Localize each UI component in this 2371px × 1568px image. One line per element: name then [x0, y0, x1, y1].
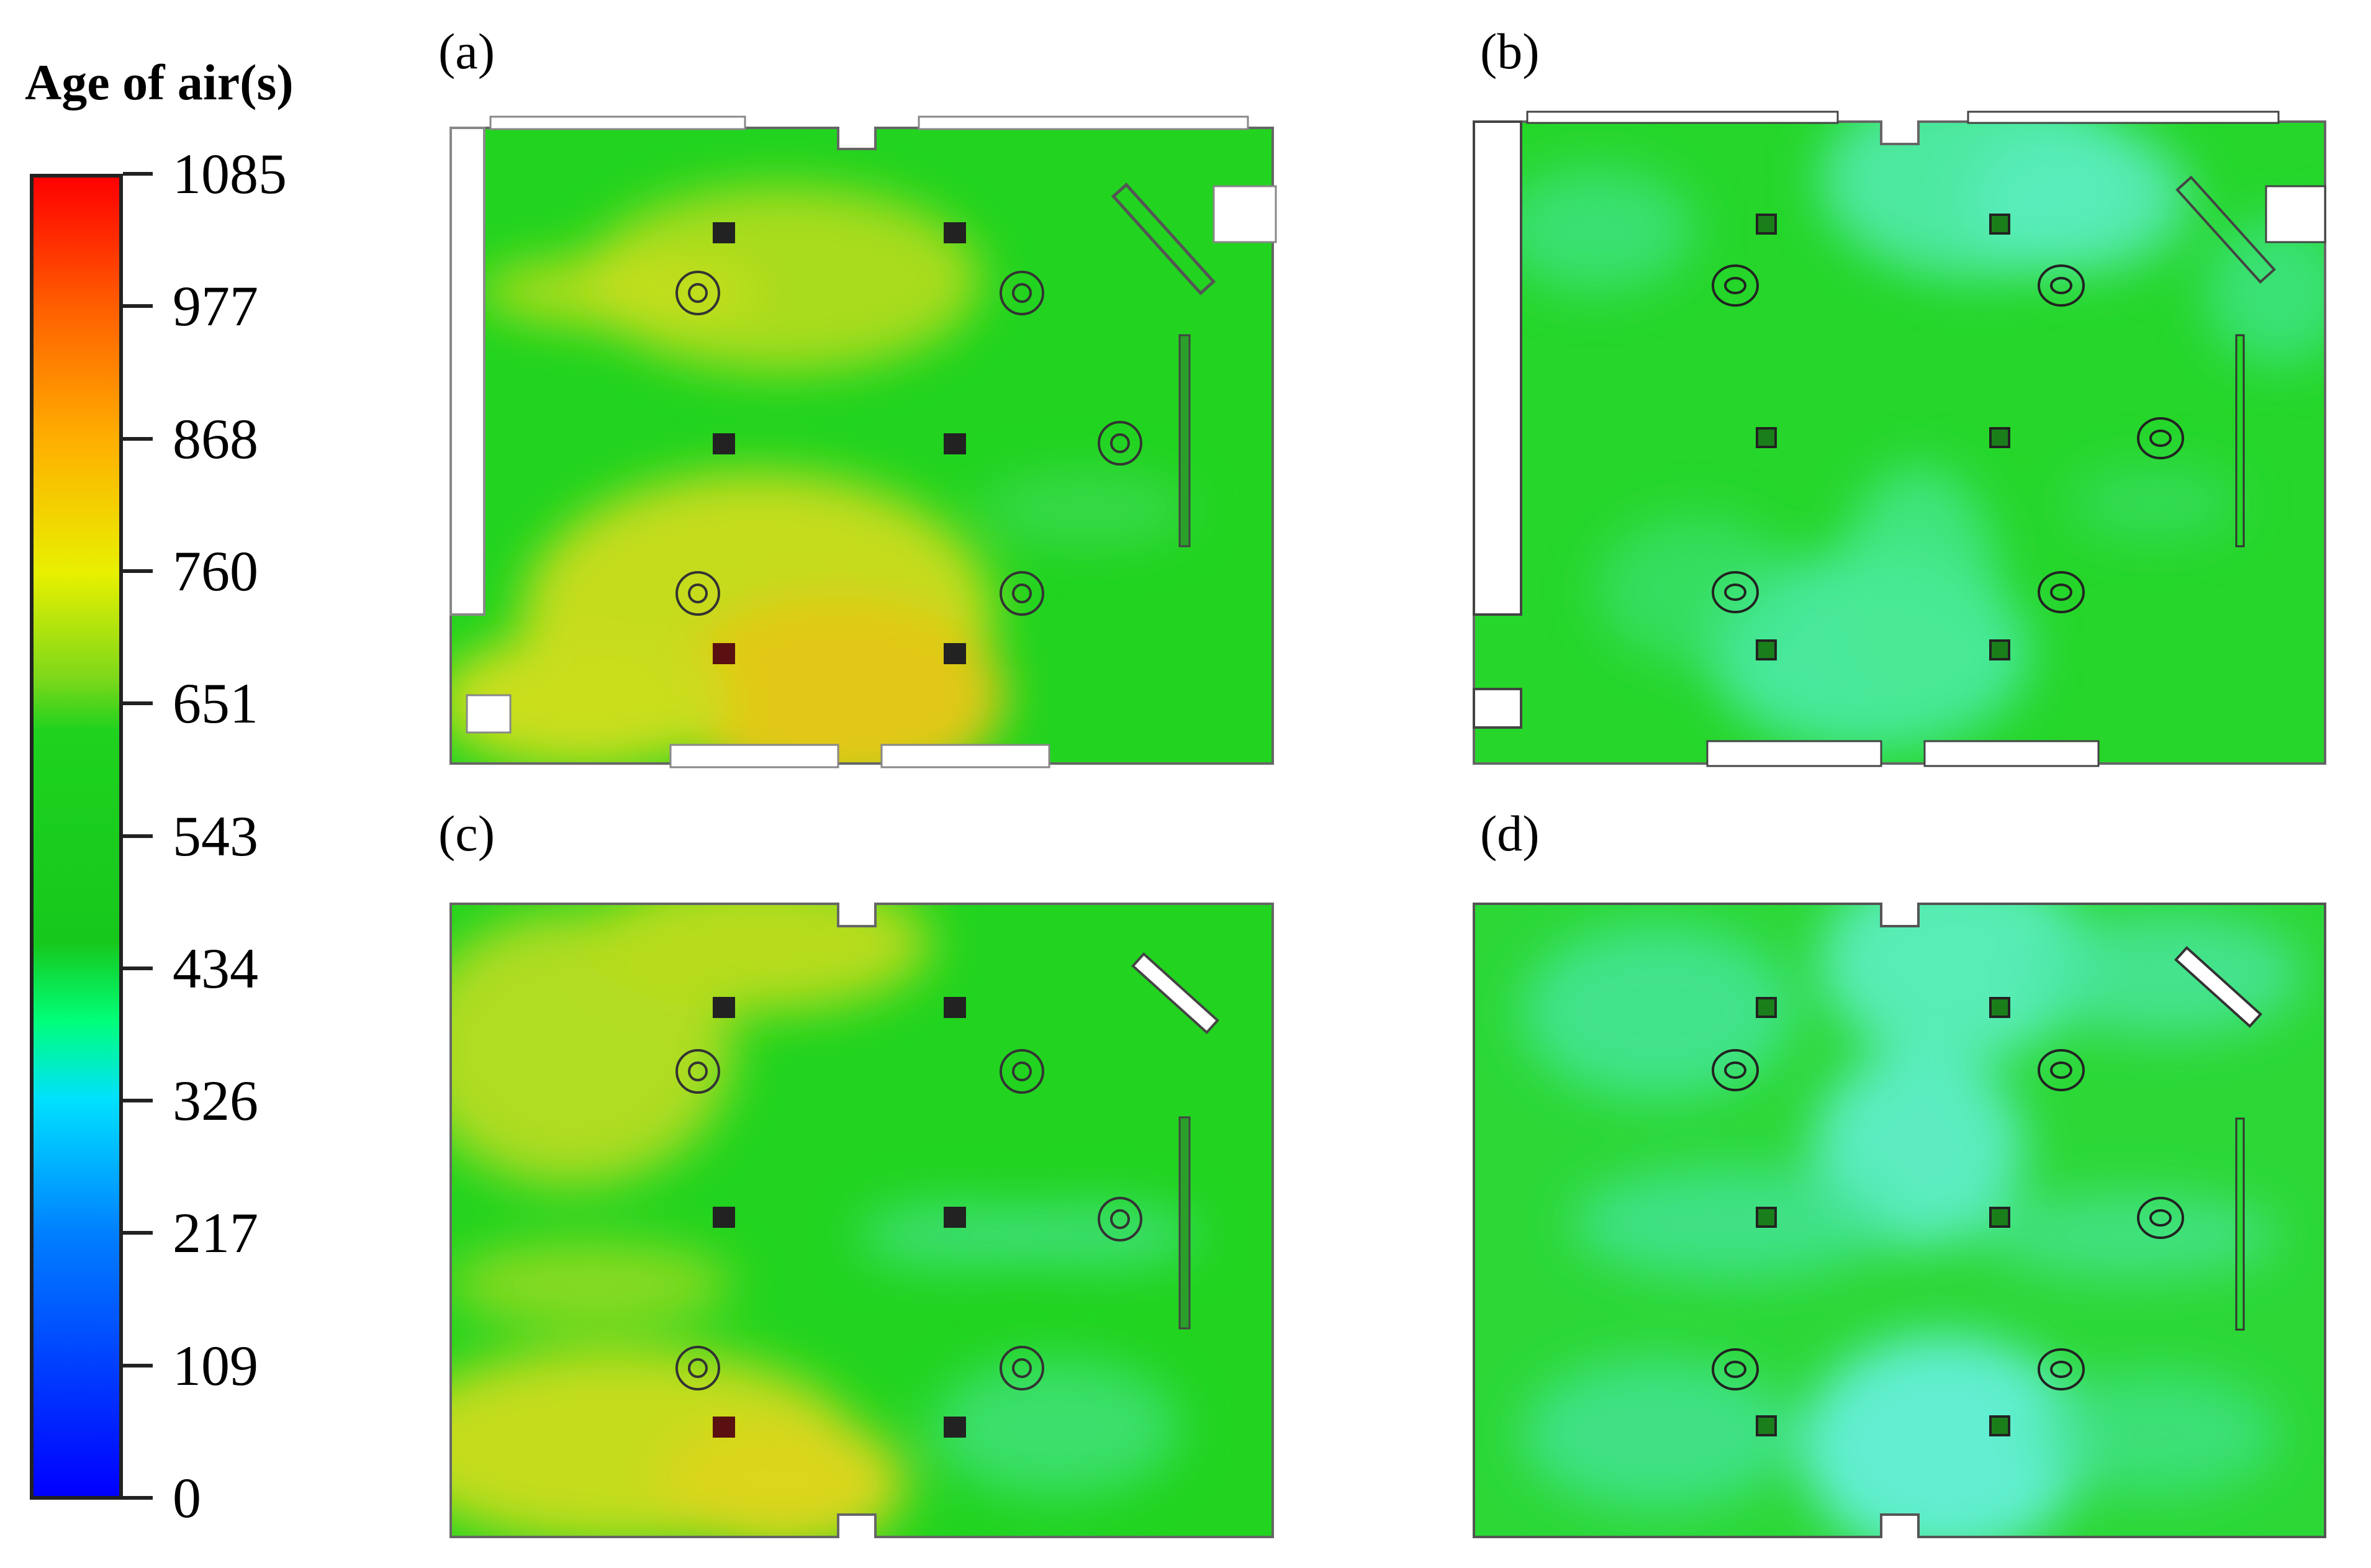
panel-b	[1473, 110, 2326, 767]
colorbar	[30, 174, 123, 1500]
inlet-markers-d	[1756, 997, 2010, 1436]
outlet-markers-a	[675, 271, 1142, 616]
colorbar-tick	[123, 1099, 153, 1103]
panel-label-a: (a)	[438, 23, 495, 79]
colorbar-tick-label: 1085	[173, 142, 287, 205]
outlet-markers-d	[1712, 1049, 2184, 1390]
panel-a	[449, 115, 1277, 768]
panel-label-d: (d)	[1480, 805, 1540, 862]
colorbar-tick-label: 543	[173, 804, 258, 868]
colorbar-tick	[123, 701, 153, 706]
inlet-markers-a	[713, 222, 966, 664]
cool-region-d	[1521, 904, 2303, 1537]
colorbar-tick-label: 868	[173, 407, 258, 471]
colorbar-tick	[123, 834, 153, 838]
inlet-markers-c	[713, 997, 966, 1438]
colorbar-title: Age of air(s)	[25, 54, 294, 110]
colorbar-tick	[123, 966, 153, 970]
colorbar-tick	[123, 436, 153, 441]
colorbar-tick-label: 434	[173, 936, 258, 1000]
colorbar-tick	[123, 1496, 153, 1500]
colorbar-tick-label: 326	[173, 1069, 258, 1133]
panel-label-c: (c)	[438, 805, 495, 862]
colorbar-tick-label: 0	[173, 1466, 201, 1530]
colorbar-tick	[123, 172, 153, 176]
colorbar-tick	[123, 1363, 153, 1367]
colorbar-tick-label: 217	[173, 1201, 258, 1265]
colorbar-tick	[123, 569, 153, 573]
outlet-markers-c	[675, 1049, 1142, 1390]
cool-region-b	[1496, 122, 2325, 751]
hot-region-c	[451, 904, 1198, 1537]
outlet-markers-b	[1712, 264, 2184, 613]
colorbar-tick	[123, 304, 153, 309]
colorbar-tick-label: 651	[173, 672, 258, 736]
panel-label-b: (b)	[1480, 23, 1540, 79]
panel-c	[449, 903, 1274, 1538]
colorbar-tick-label: 109	[173, 1333, 258, 1397]
colorbar-tick-label: 760	[173, 539, 258, 603]
panel-d	[1473, 903, 2326, 1538]
inlet-markers-b	[1756, 214, 2010, 660]
colorbar-tick-label: 977	[173, 274, 258, 338]
colorbar-tick	[123, 1231, 153, 1235]
